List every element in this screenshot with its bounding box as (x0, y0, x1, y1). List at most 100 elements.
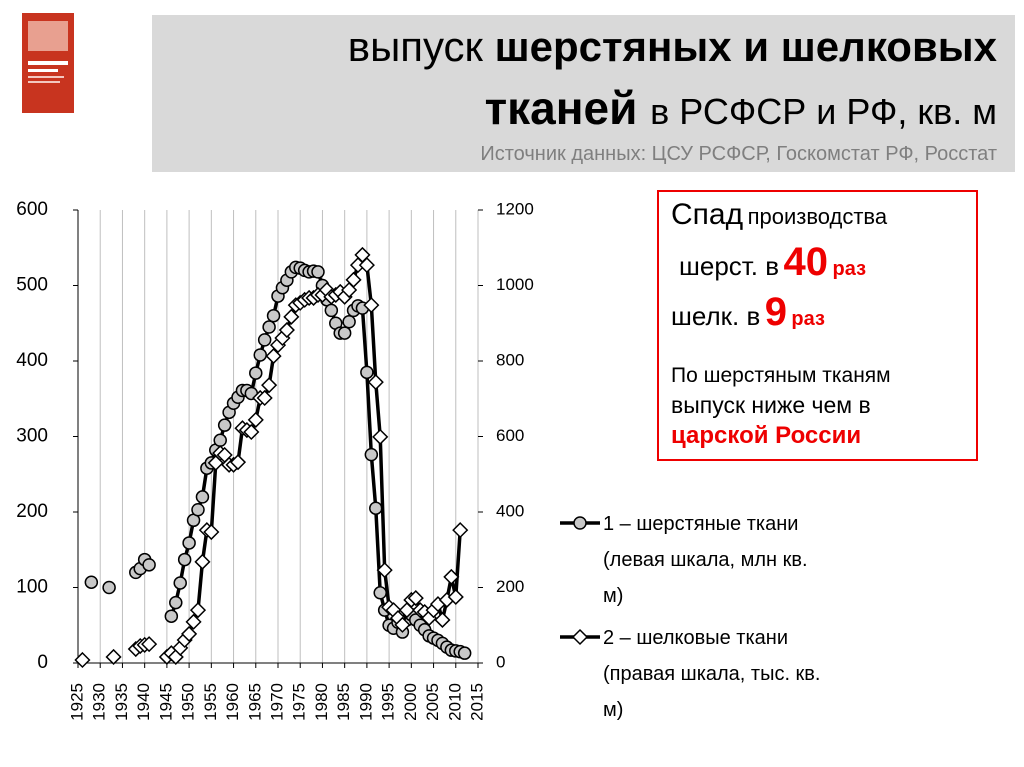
title-line: выпуск шерстяных и шелковых (348, 23, 997, 71)
x-tick-label: 1935 (112, 683, 131, 721)
point (84, 575, 99, 589)
point (447, 588, 464, 605)
point (369, 501, 383, 515)
point (195, 490, 210, 504)
legend-marker (573, 516, 587, 530)
annotation-text: шерст. в (679, 251, 780, 281)
point (358, 257, 375, 274)
x-tick-label: 2005 (423, 683, 442, 721)
annotation-text: выпуск ниже чем в (671, 392, 871, 418)
x-tick-label: 1985 (334, 683, 353, 721)
x-tick-label: 1990 (356, 683, 375, 721)
point (372, 428, 389, 445)
point (257, 333, 272, 347)
point (367, 374, 384, 391)
point (253, 348, 267, 362)
point (173, 576, 187, 590)
point (213, 433, 227, 448)
x-tick-label: 1970 (267, 683, 286, 721)
point (191, 502, 205, 517)
annotation-number: 9 (764, 290, 787, 334)
point (181, 625, 198, 642)
point (398, 602, 415, 619)
x-tick-label: 1955 (201, 683, 220, 721)
annotation-number: 40 (783, 240, 829, 284)
title-line: тканей в РСФСР и РФ, кв. м (485, 81, 997, 135)
point (364, 447, 379, 462)
y2-tick-label: 200 (496, 577, 524, 596)
annotation-text: раз (791, 308, 825, 330)
point (203, 523, 220, 541)
annotation-text: раз (832, 258, 867, 280)
y-tick-label: 100 (16, 577, 48, 598)
point (345, 271, 362, 288)
y-tick-label: 400 (16, 350, 48, 371)
point (407, 590, 424, 607)
y-tick-label: 500 (16, 275, 48, 296)
legend-label: 2 – шелковые ткани (правая шкала, тыс. к… (603, 627, 821, 721)
point (283, 308, 300, 325)
point (74, 651, 91, 669)
point (164, 609, 179, 623)
point (102, 580, 116, 595)
point (249, 366, 263, 380)
point (169, 595, 183, 610)
point (142, 558, 156, 572)
x-tick-label: 1960 (223, 683, 242, 721)
title-part: шерстяных и шелковых (494, 23, 997, 70)
x-tick-label: 1980 (312, 683, 331, 721)
annotation-box: Спад производства шерст. в 40 раз шелк. … (657, 190, 978, 461)
y2-tick-label: 1200 (496, 199, 534, 218)
x-tick-label: 1930 (90, 683, 109, 721)
x-tick-label: 1975 (290, 683, 309, 721)
point (337, 326, 352, 340)
header: выпуск шерстяных и шелковых тканей в РСФ… (152, 15, 1015, 172)
title-part: тканей (484, 82, 638, 134)
x-tick-label: 2000 (401, 683, 420, 721)
y2-tick-label: 1000 (496, 275, 534, 294)
y2-tick-label: 400 (496, 501, 524, 520)
point (311, 265, 325, 279)
x-tick-label: 1995 (379, 683, 398, 721)
x-tick-label: 1940 (134, 683, 153, 721)
point (194, 553, 211, 570)
x-tick-label: 2015 (467, 683, 486, 721)
point (363, 297, 380, 314)
point (376, 562, 393, 579)
point (141, 636, 158, 653)
point (373, 586, 387, 600)
annotation-text: царской России (671, 422, 862, 449)
legend-label: 1 – шерстяные ткани (левая шкала, млн кв… (603, 513, 808, 607)
x-tick-label: 2010 (445, 683, 464, 721)
point (266, 308, 281, 323)
point (182, 536, 196, 550)
point (261, 377, 278, 394)
y2-tick-label: 600 (496, 426, 524, 445)
point (262, 320, 276, 334)
point (185, 613, 202, 630)
title-part: в РСФСР и РФ, кв. м (650, 91, 997, 132)
y-tick-label: 300 (16, 426, 48, 447)
point (217, 418, 232, 432)
point (457, 646, 472, 660)
legend-marker (571, 628, 589, 646)
x-tick-label: 1965 (245, 683, 264, 721)
point (452, 522, 469, 539)
point (243, 423, 260, 441)
point (256, 389, 273, 407)
point (177, 552, 192, 567)
point (265, 348, 282, 365)
y2-tick-label: 0 (496, 652, 505, 671)
y-tick-label: 0 (37, 652, 48, 673)
point (247, 411, 264, 428)
title-part: выпуск (347, 23, 483, 70)
point (342, 314, 356, 329)
y-tick-label: 200 (16, 501, 48, 522)
point (434, 611, 451, 629)
annotation-text: производства (747, 204, 888, 229)
point (394, 616, 411, 633)
x-tick-label: 1950 (179, 683, 198, 721)
x-tick-label: 1945 (156, 683, 175, 721)
point (278, 321, 295, 339)
